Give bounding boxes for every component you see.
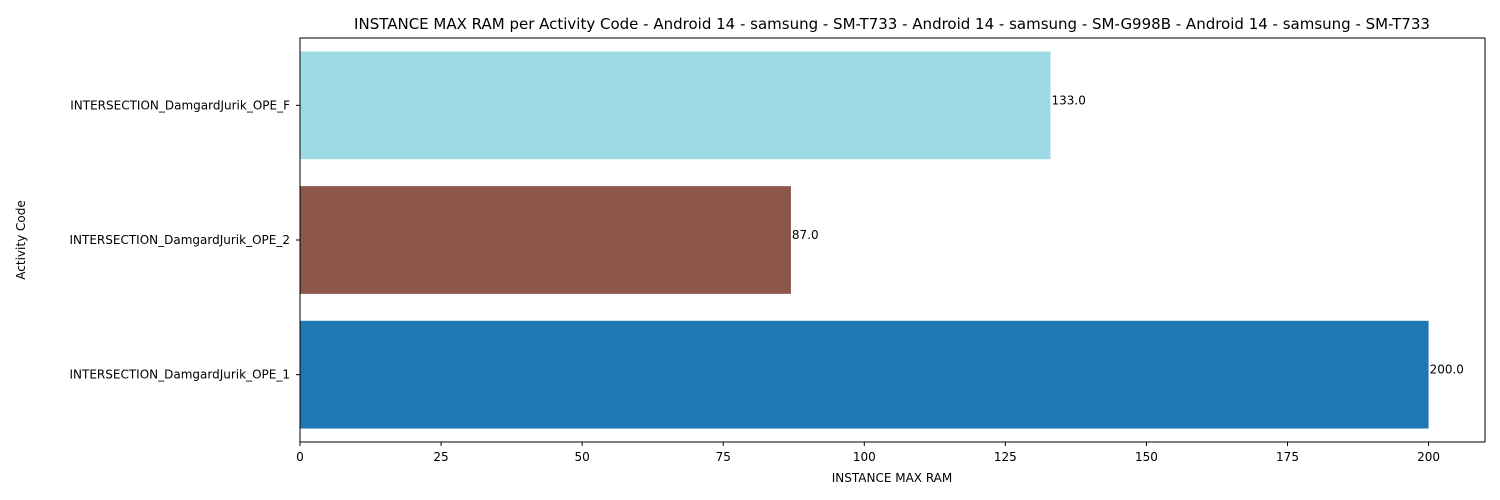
plot-area: INTERSECTION_DamgardJurik_OPE_1 200.0 INTE… [70,37,1486,464]
data-label: 200.0 [1430,363,1464,377]
chart-title: INSTANCE MAX RAM per Activity Code - And… [354,15,1430,33]
x-tick-label: 50 [575,450,590,464]
x-tick-label: 100 [853,450,876,464]
axes-frame [299,37,1486,443]
bar-3 [300,51,1051,160]
y-tick-label: INTERSECTION_DamgardJurik_OPE_1 [70,368,291,382]
x-tick-label: 125 [994,450,1017,464]
x-tick-label: 150 [1135,450,1158,464]
y-axis-label: Activity Code [14,200,28,279]
bar-1 [300,320,1429,429]
y-tick-label: INTERSECTION_DamgardJurik_OPE_F [70,98,290,112]
data-label: 87.0 [792,228,819,242]
y-tick-label: INTERSECTION_DamgardJurik_OPE_2 [70,233,291,247]
x-tick-label: 25 [433,450,448,464]
x-tick-label: 0 [296,450,304,464]
x-axis-label: INSTANCE MAX RAM [832,471,953,485]
bar-2 [300,186,791,294]
x-tick-label: 175 [1276,450,1299,464]
x-tick-label: 75 [716,450,731,464]
x-tick-label: 200 [1417,450,1440,464]
data-label: 133.0 [1052,93,1086,107]
